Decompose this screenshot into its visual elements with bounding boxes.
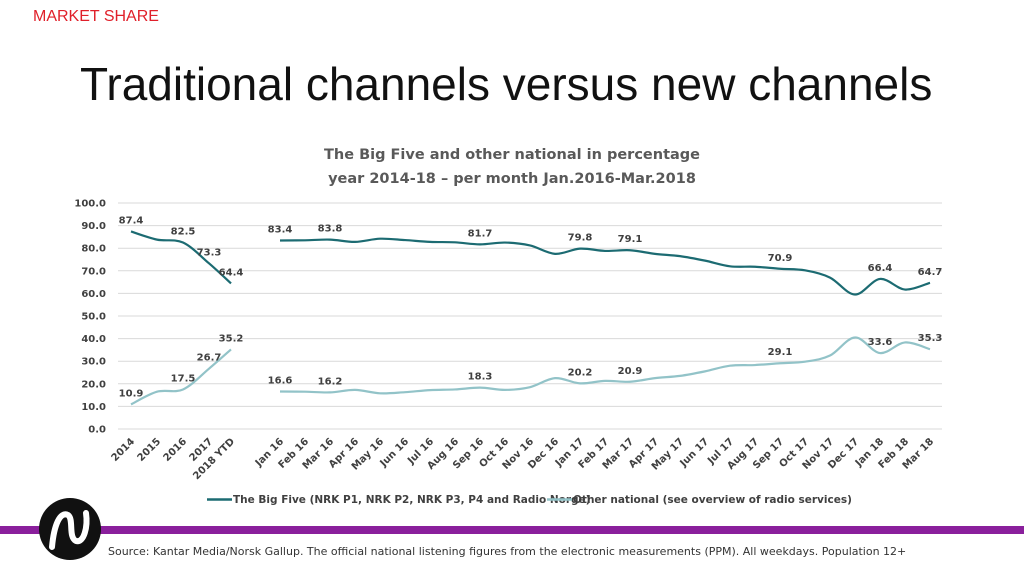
legend-label-other-national: Other national (see overview of radio se… <box>573 494 852 506</box>
monthly-series-line-big-five <box>279 237 931 296</box>
chart-title-line-2: year 2014-18 – per month Jan.2016-Mar.20… <box>328 171 696 187</box>
logo-icon <box>39 498 101 560</box>
data-label: 35.2 <box>219 333 244 344</box>
y-tick-label: 0.0 <box>88 425 106 436</box>
data-label: 33.6 <box>868 337 893 348</box>
y-tick-label: 80.0 <box>81 244 106 255</box>
data-label: 79.8 <box>568 233 593 244</box>
data-label: 16.2 <box>318 376 343 387</box>
data-label: 64.7 <box>918 267 943 278</box>
page-title: Traditional channels versus new channels <box>80 58 933 110</box>
data-label: 83.8 <box>318 224 343 235</box>
monthly-series-line-other-national <box>279 336 931 395</box>
chart-title-line-1: The Big Five and other national in perce… <box>324 147 700 163</box>
y-tick-label: 50.0 <box>81 312 106 323</box>
y-axis: 100.0 90.0 80.0 70.0 60.0 50.0 40.0 30.0 20.0 10.… <box>74 199 106 436</box>
footer-accent-bar <box>0 526 1024 534</box>
data-label: 35.3 <box>918 333 943 344</box>
data-label: 79.1 <box>618 234 643 245</box>
y-tick-label: 70.0 <box>81 266 106 277</box>
x-tick-label: 2016 <box>162 436 189 463</box>
y-tick-label: 40.0 <box>81 334 106 345</box>
y-tick-label: 90.0 <box>81 221 106 232</box>
data-label: 26.7 <box>197 353 222 364</box>
data-label: 70.9 <box>768 253 793 264</box>
annual-series-line-big-five <box>130 230 232 285</box>
data-label: 16.6 <box>268 375 293 386</box>
x-tick-label: 2014 <box>110 436 137 463</box>
annual-series-line-other-national <box>130 348 232 406</box>
data-labels: 87.4 82.573.3 64.4 10.9 17.526.7 35.2 83.4 83.8… <box>119 215 943 399</box>
data-label: 87.4 <box>119 215 144 226</box>
data-label: 64.4 <box>219 267 244 278</box>
data-label: 10.9 <box>119 388 144 399</box>
y-tick-label: 20.0 <box>81 379 106 390</box>
legend: The Big Five (NRK P1, NRK P2, NRK P3, P4… <box>207 494 852 506</box>
data-label: 73.3 <box>197 247 222 258</box>
source-note: Source: Kantar Media/Norsk Gallup. The o… <box>108 545 907 558</box>
y-tick-label: 60.0 <box>81 289 106 300</box>
grid <box>118 202 942 430</box>
series-lines <box>130 230 931 406</box>
x-tick-label: 2015 <box>136 436 163 463</box>
legend-label-big-five: The Big Five (NRK P1, NRK P2, NRK P3, P4… <box>233 494 590 506</box>
y-tick-label: 30.0 <box>81 357 106 368</box>
section-label: MARKET SHARE <box>33 8 159 25</box>
data-label: 82.5 <box>171 227 196 238</box>
line-chart: The Big Five and other national in perce… <box>74 147 943 506</box>
data-label: 29.1 <box>768 347 793 358</box>
data-label: 20.9 <box>618 366 643 377</box>
data-label: 18.3 <box>468 372 493 383</box>
data-label: 17.5 <box>171 373 196 384</box>
data-label: 20.2 <box>568 367 593 378</box>
data-label: 81.7 <box>468 228 493 239</box>
data-label: 83.4 <box>268 225 293 236</box>
data-label: 66.4 <box>868 263 893 274</box>
y-tick-label: 10.0 <box>81 402 106 413</box>
y-tick-label: 100.0 <box>74 199 106 210</box>
